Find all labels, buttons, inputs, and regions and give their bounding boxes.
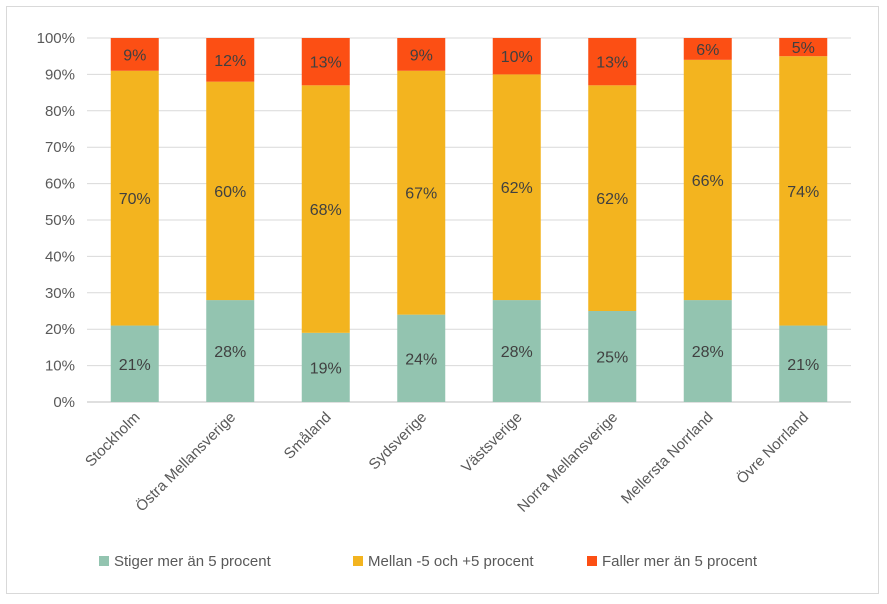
data-label: 62% [596, 191, 628, 208]
legend-label: Stiger mer än 5 procent [114, 553, 272, 570]
y-tick-label: 100% [37, 30, 75, 47]
x-tick-label: Västsverige [458, 409, 525, 476]
legend-swatch [353, 556, 363, 566]
gridlines [87, 37, 851, 403]
y-axis: 0% 10% 20% 30% 40% 50% 60% 70% 80% 90% 100% [37, 30, 75, 411]
data-label: 6% [696, 42, 719, 59]
bar-segment [683, 300, 732, 402]
data-label: 24% [405, 351, 437, 368]
data-label: 66% [692, 173, 724, 190]
bar-segment [397, 70, 446, 315]
bar-segment [492, 38, 541, 75]
x-tick-label: Småland [281, 409, 335, 463]
bar-segment [492, 74, 541, 301]
data-label: 28% [214, 344, 246, 361]
stacked-bar-chart: 0% 10% 20% 30% 40% 50% 60% 70% 80% 90% 100% 21% 70%… [37, 30, 851, 570]
data-label: 70% [119, 191, 151, 208]
chart-frame: 0% 10% 20% 30% 40% 50% 60% 70% 80% 90% 100% 21% 70%… [6, 6, 879, 594]
y-tick-label: 70% [45, 139, 75, 156]
bar-segment [779, 325, 828, 402]
bar-segment [110, 325, 159, 402]
y-tick-label: 50% [45, 212, 75, 229]
y-tick-label: 80% [45, 103, 75, 120]
data-label: 62% [501, 180, 533, 197]
y-tick-label: 20% [45, 321, 75, 338]
data-label: 9% [123, 47, 146, 64]
bar-segment [588, 85, 637, 311]
bar-segment [301, 85, 350, 333]
bar-segment [397, 38, 446, 71]
bar-segment [588, 311, 637, 402]
bar-segment [301, 38, 350, 86]
x-tick-label: Östra Mellansverige [132, 408, 239, 515]
bars: 21% 70% 9% 28% 60% 12% 19% 68% 13% 24% 67% 9% 28% 62%… [110, 38, 828, 402]
bar-segment [492, 300, 541, 402]
legend-swatch [99, 556, 109, 566]
x-tick-label: Stockholm [82, 409, 144, 471]
data-label: 74% [787, 184, 819, 201]
bar-segment [779, 38, 828, 57]
data-label: 28% [501, 344, 533, 361]
legend-swatch [587, 556, 597, 566]
x-tick-label: Sydsverige [366, 409, 430, 473]
data-label: 19% [310, 360, 342, 377]
x-tick-label: Övre Norrland [733, 408, 812, 487]
data-label: 28% [692, 344, 724, 361]
bar-segment [206, 38, 255, 82]
legend-label: Mellan -5 och +5 procent [368, 553, 534, 570]
bar-segment [683, 59, 732, 301]
y-tick-label: 40% [45, 248, 75, 265]
y-tick-label: 10% [45, 358, 75, 375]
x-tick-label: Norra Mellansverige [514, 409, 621, 516]
bar-segment [779, 56, 828, 326]
data-label: 12% [214, 53, 246, 70]
bar-segment [206, 300, 255, 402]
data-label: 21% [787, 357, 819, 374]
data-label: 25% [596, 350, 628, 367]
bar-segment [397, 314, 446, 402]
data-label: 68% [310, 202, 342, 219]
data-label: 5% [792, 40, 815, 57]
bar-segment [110, 38, 159, 71]
bar-segment [206, 81, 255, 301]
bar-segment [588, 38, 637, 86]
legend: Stiger mer än 5 procent Mellan -5 och +5 … [99, 553, 758, 570]
legend-label: Faller mer än 5 procent [602, 553, 758, 570]
data-label: 13% [596, 55, 628, 72]
data-label: 9% [410, 47, 433, 64]
bar-segment [110, 70, 159, 326]
y-tick-label: 0% [53, 394, 75, 411]
y-tick-label: 90% [45, 66, 75, 83]
data-label: 67% [405, 186, 437, 203]
x-tick-label: Mellersta Norrland [618, 409, 717, 508]
data-label: 60% [214, 184, 246, 201]
y-tick-label: 30% [45, 285, 75, 302]
data-label: 21% [119, 357, 151, 374]
data-label: 13% [310, 55, 342, 72]
data-label: 10% [501, 49, 533, 66]
bar-segment [301, 332, 350, 402]
y-tick-label: 60% [45, 176, 75, 193]
bar-segment [683, 38, 732, 60]
